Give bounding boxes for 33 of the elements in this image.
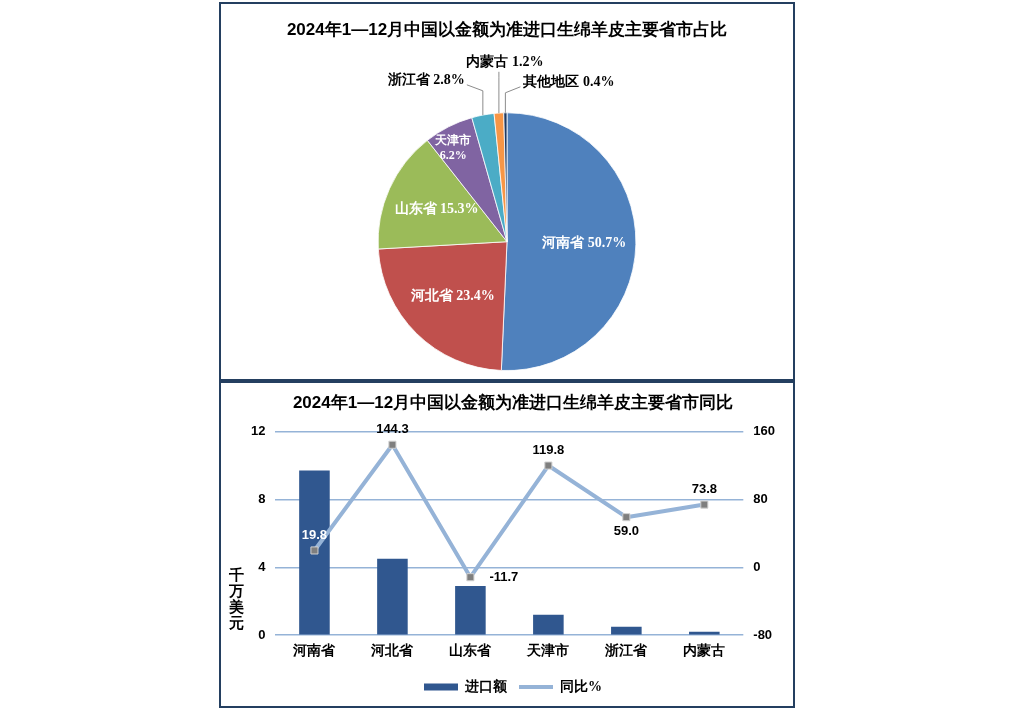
y-tick-label: 8 [258,490,266,506]
slice-label: 浙江省 2.8% [386,72,465,88]
slice-label: 天津市 [434,132,472,147]
y-tick-label: 12 [250,422,266,438]
x-tick-label: 浙江省 [604,643,649,659]
data-label: 59.0 [613,523,640,539]
data-label: 6.2% [439,147,467,162]
x-tick-label: 河北省 [370,643,415,659]
data-label: 119.8 [532,441,565,457]
data-label: -11.7 [489,568,519,584]
y-tick-label: 0 [258,626,266,642]
y-tick-label: 4 [258,558,267,574]
chart-title: 2024年1—12月中国以金额为准进口生绵羊皮主要省市同比 [292,392,734,412]
slice-label: 其他地区 0.4% [522,74,615,90]
y2-tick-label: 0 [753,558,761,574]
data-label: 144.3 [376,420,409,436]
x-tick-label: 内蒙古 [683,643,726,659]
y2-tick-label: 80 [753,490,768,506]
x-tick-label: 山东省 [449,642,493,659]
legend-label: 同比% [560,678,602,694]
data-label: 19.8 [301,526,328,542]
legend-label: 进口额 [464,677,508,694]
x-tick-label: 天津市 [526,642,570,659]
slice-label: 河南省 50.7% [541,235,627,251]
y2-tick-label: 160 [753,422,776,438]
chart-title: 2024年1—12月中国以金额为准进口生绵羊皮主要省市占比 [286,19,728,39]
x-tick-label: 河南省 [292,643,337,659]
data-label: 73.8 [691,480,717,496]
y2-tick-label: -80 [753,626,773,642]
slice-label: 山东省 15.3% [394,200,479,217]
y-axis-title: 千万美元 [228,567,244,632]
slice-label: 河北省 23.4% [409,288,495,304]
slice-label: 内蒙古 1.2% [466,54,544,70]
